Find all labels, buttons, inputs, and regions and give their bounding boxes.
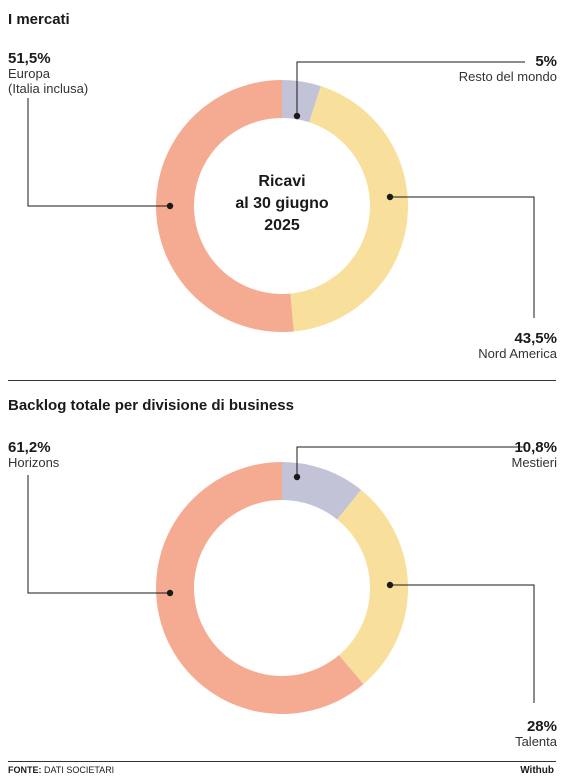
slice-percent-label: 43,5% [514, 330, 557, 347]
donut-chart-backlog: 10,8%Mestieri 28%Talenta 61,2%Horizons [8, 439, 558, 749]
leader-dot-1 [386, 193, 394, 201]
slice-percent-label: 61,2% [8, 439, 51, 456]
source-key: FONTE: [8, 765, 42, 775]
donut-slice-1 [290, 86, 408, 332]
leader-dot-2 [166, 589, 174, 597]
leader-line-0 [296, 61, 525, 116]
donut-slice-2 [156, 462, 364, 714]
leader-line-0 [296, 446, 525, 477]
slice-percent-label: 10,8% [514, 439, 557, 456]
chart-title-mercati: I mercati [8, 11, 70, 28]
leader-dot-0 [293, 112, 301, 120]
source-note: FONTE: DATI SOCIETARI [8, 765, 114, 775]
donut-slice-0 [282, 80, 321, 123]
leader-line-1 [390, 584, 535, 703]
donut-slice-2 [156, 80, 294, 332]
donut-center-label: al 30 giugno [235, 195, 329, 212]
slice-percent-label: 51,5% [8, 50, 51, 67]
leader-dot-2 [166, 202, 174, 210]
slice-percent-label: 28% [527, 718, 557, 735]
donut-slice-1 [337, 489, 409, 685]
footer-divider [8, 761, 556, 762]
leader-line-1 [390, 196, 535, 318]
source-value: DATI SOCIETARI [44, 765, 115, 775]
leader-dot-0 [293, 473, 301, 481]
donut-slice-0 [282, 462, 362, 520]
donut-center-label: 2025 [264, 217, 300, 234]
leader-dot-1 [386, 581, 394, 589]
slice-percent-label: 5% [535, 53, 557, 70]
slice-category-label: Europa [8, 66, 51, 81]
chart-title-backlog: Backlog totale per divisione di business [8, 397, 294, 414]
leader-line-2 [27, 98, 170, 207]
leader-line-2 [27, 475, 170, 594]
section-divider [8, 380, 556, 381]
slice-category-label: Resto del mondo [459, 69, 557, 84]
slice-category-label: Nord America [478, 346, 558, 361]
brand-label: Withub [520, 765, 554, 776]
slice-category-label: Mestieri [511, 455, 557, 470]
donut-chart-mercati: 5%Resto del mondo 43,5%Nord America 51,5%E… [8, 50, 558, 361]
slice-category-sublabel: (Italia inclusa) [8, 81, 88, 96]
slice-category-label: Talenta [515, 734, 558, 749]
slice-category-label: Horizons [8, 455, 60, 470]
donut-center-label: Ricavi [258, 173, 305, 190]
